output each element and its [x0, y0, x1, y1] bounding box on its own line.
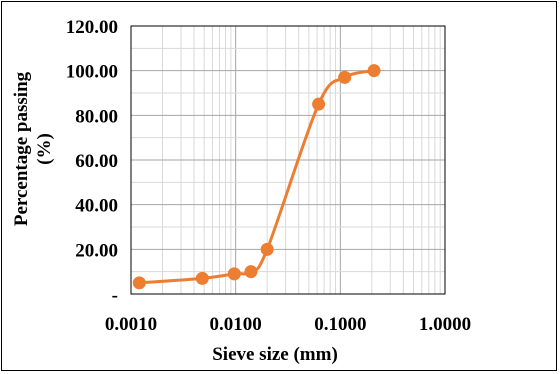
- y-tick-label: 60.00: [75, 151, 118, 172]
- y-tick-label: 100.00: [66, 62, 118, 83]
- x-tick-label: 0.1000: [314, 314, 366, 335]
- plot-area-border: [130, 25, 446, 295]
- data-point: [260, 242, 274, 256]
- x-tick-label: 1.0000: [419, 314, 471, 335]
- x-tick-label: 0.0010: [105, 314, 157, 335]
- series-line: [139, 69, 375, 285]
- data-point: [195, 271, 209, 285]
- x-axis-ticks: 0.0010 0.0100 0.1000 1.0000: [105, 314, 471, 335]
- series-group: [132, 64, 381, 290]
- y-tick-label: 80.00: [75, 106, 118, 127]
- y-axis-unit: (%): [34, 133, 55, 165]
- data-point: [367, 64, 381, 78]
- grid-lines: [130, 25, 446, 295]
- y-tick-label: 40.00: [75, 196, 118, 217]
- data-point: [244, 265, 258, 279]
- x-axis-title: Sieve size (mm): [212, 344, 338, 365]
- y-tick-label: -: [112, 285, 118, 306]
- y-tick-label: 120.00: [66, 17, 118, 38]
- data-point: [312, 97, 326, 111]
- y-axis-ticks: - 20.00 40.00 60.00 80.00 100.00 120.00: [66, 17, 118, 306]
- x-tick-label: 0.0100: [210, 314, 262, 335]
- y-tick-label: 20.00: [75, 240, 118, 261]
- data-point: [227, 267, 241, 281]
- data-point: [132, 276, 146, 290]
- data-point: [338, 70, 352, 84]
- y-axis-title: Percentage passing: [11, 71, 32, 226]
